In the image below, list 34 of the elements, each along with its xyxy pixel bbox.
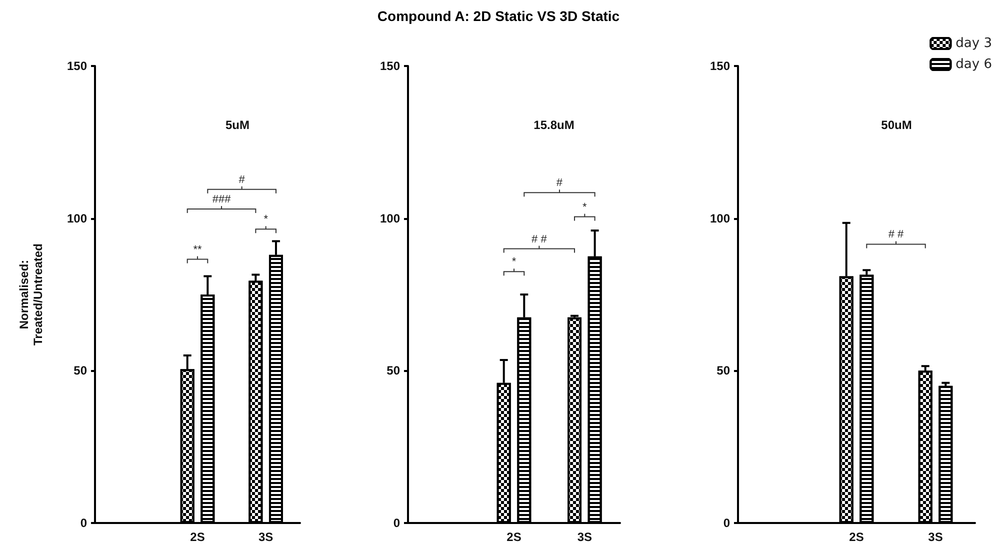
annotation: ** — [193, 244, 202, 256]
annotation: * — [512, 256, 517, 268]
text: 50uM — [881, 118, 912, 132]
annotation: ### — [212, 194, 232, 206]
y-tick-label: 100 — [66, 211, 88, 226]
annotation: # # — [532, 233, 548, 246]
x-tick-label: 2S — [849, 530, 864, 544]
y-tick-label: 0 — [723, 516, 730, 530]
x-tick-label: 3S — [258, 530, 274, 544]
chart-title: Compound A: 2D Static VS 3D Static — [376, 8, 621, 24]
y-tick-label: 0 — [393, 516, 400, 530]
y-tick-label: 0 — [80, 516, 88, 530]
x-tick-label: 3S — [577, 530, 592, 544]
legend-label: day 6 — [956, 57, 992, 72]
y-tick-label: 100 — [380, 211, 400, 226]
annotation: # — [556, 177, 564, 190]
y-axis-title: Normalised: Treated/Untreated — [17, 243, 45, 346]
text: 5uM — [226, 118, 250, 132]
y-tick-label: 150 — [710, 59, 730, 73]
text: 15.8uM — [534, 118, 574, 132]
annotation: * — [264, 214, 269, 226]
annotation: * — [582, 201, 588, 214]
y-tick-label: 50 — [386, 364, 400, 378]
y-tick-label: 50 — [74, 364, 88, 378]
y-tick-label: 50 — [716, 364, 730, 378]
annotation: # — [238, 174, 246, 186]
y-tick-label: 100 — [710, 211, 730, 226]
y-tick-label: 150 — [380, 59, 400, 73]
y-tick-label: 150 — [66, 59, 88, 73]
x-tick-label: 3S — [928, 530, 943, 544]
x-tick-label: 2S — [506, 530, 522, 544]
x-tick-label: 2S — [190, 530, 205, 544]
legend-label: day 3 — [956, 36, 992, 51]
annotation: # # — [888, 228, 905, 241]
